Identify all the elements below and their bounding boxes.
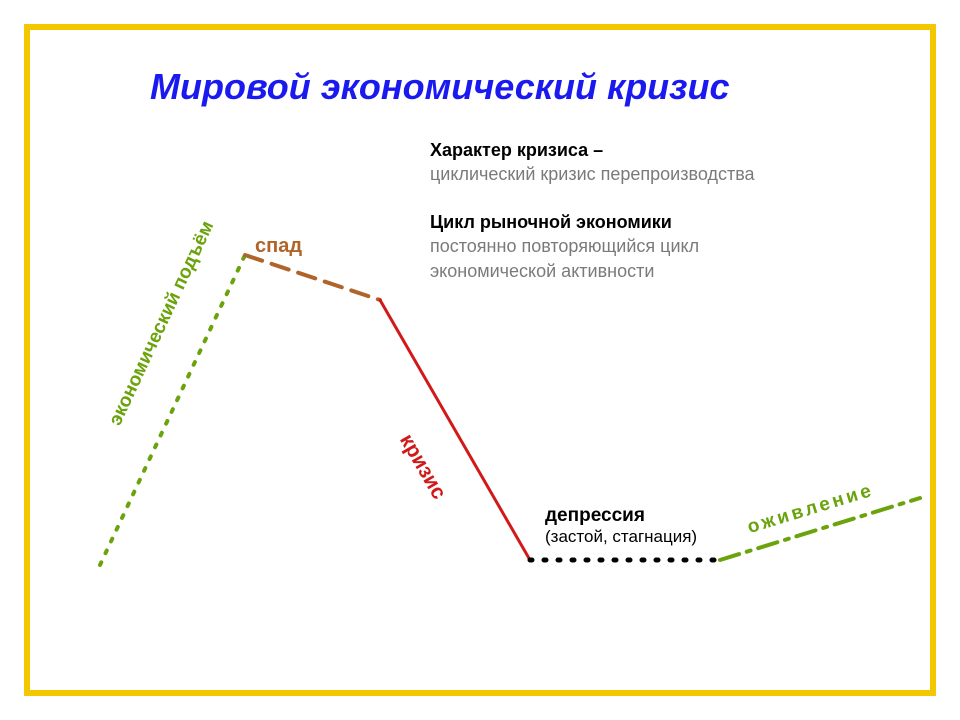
label-decline: спад [255, 235, 302, 258]
segment-crisis [380, 300, 530, 560]
segment-decline [245, 255, 380, 300]
label-depression: депрессия (застой, стагнация) [545, 505, 697, 547]
label-depression-sub: (застой, стагнация) [545, 527, 697, 547]
label-depression-text: депрессия [545, 505, 645, 526]
label-decline-text: спад [255, 235, 302, 257]
